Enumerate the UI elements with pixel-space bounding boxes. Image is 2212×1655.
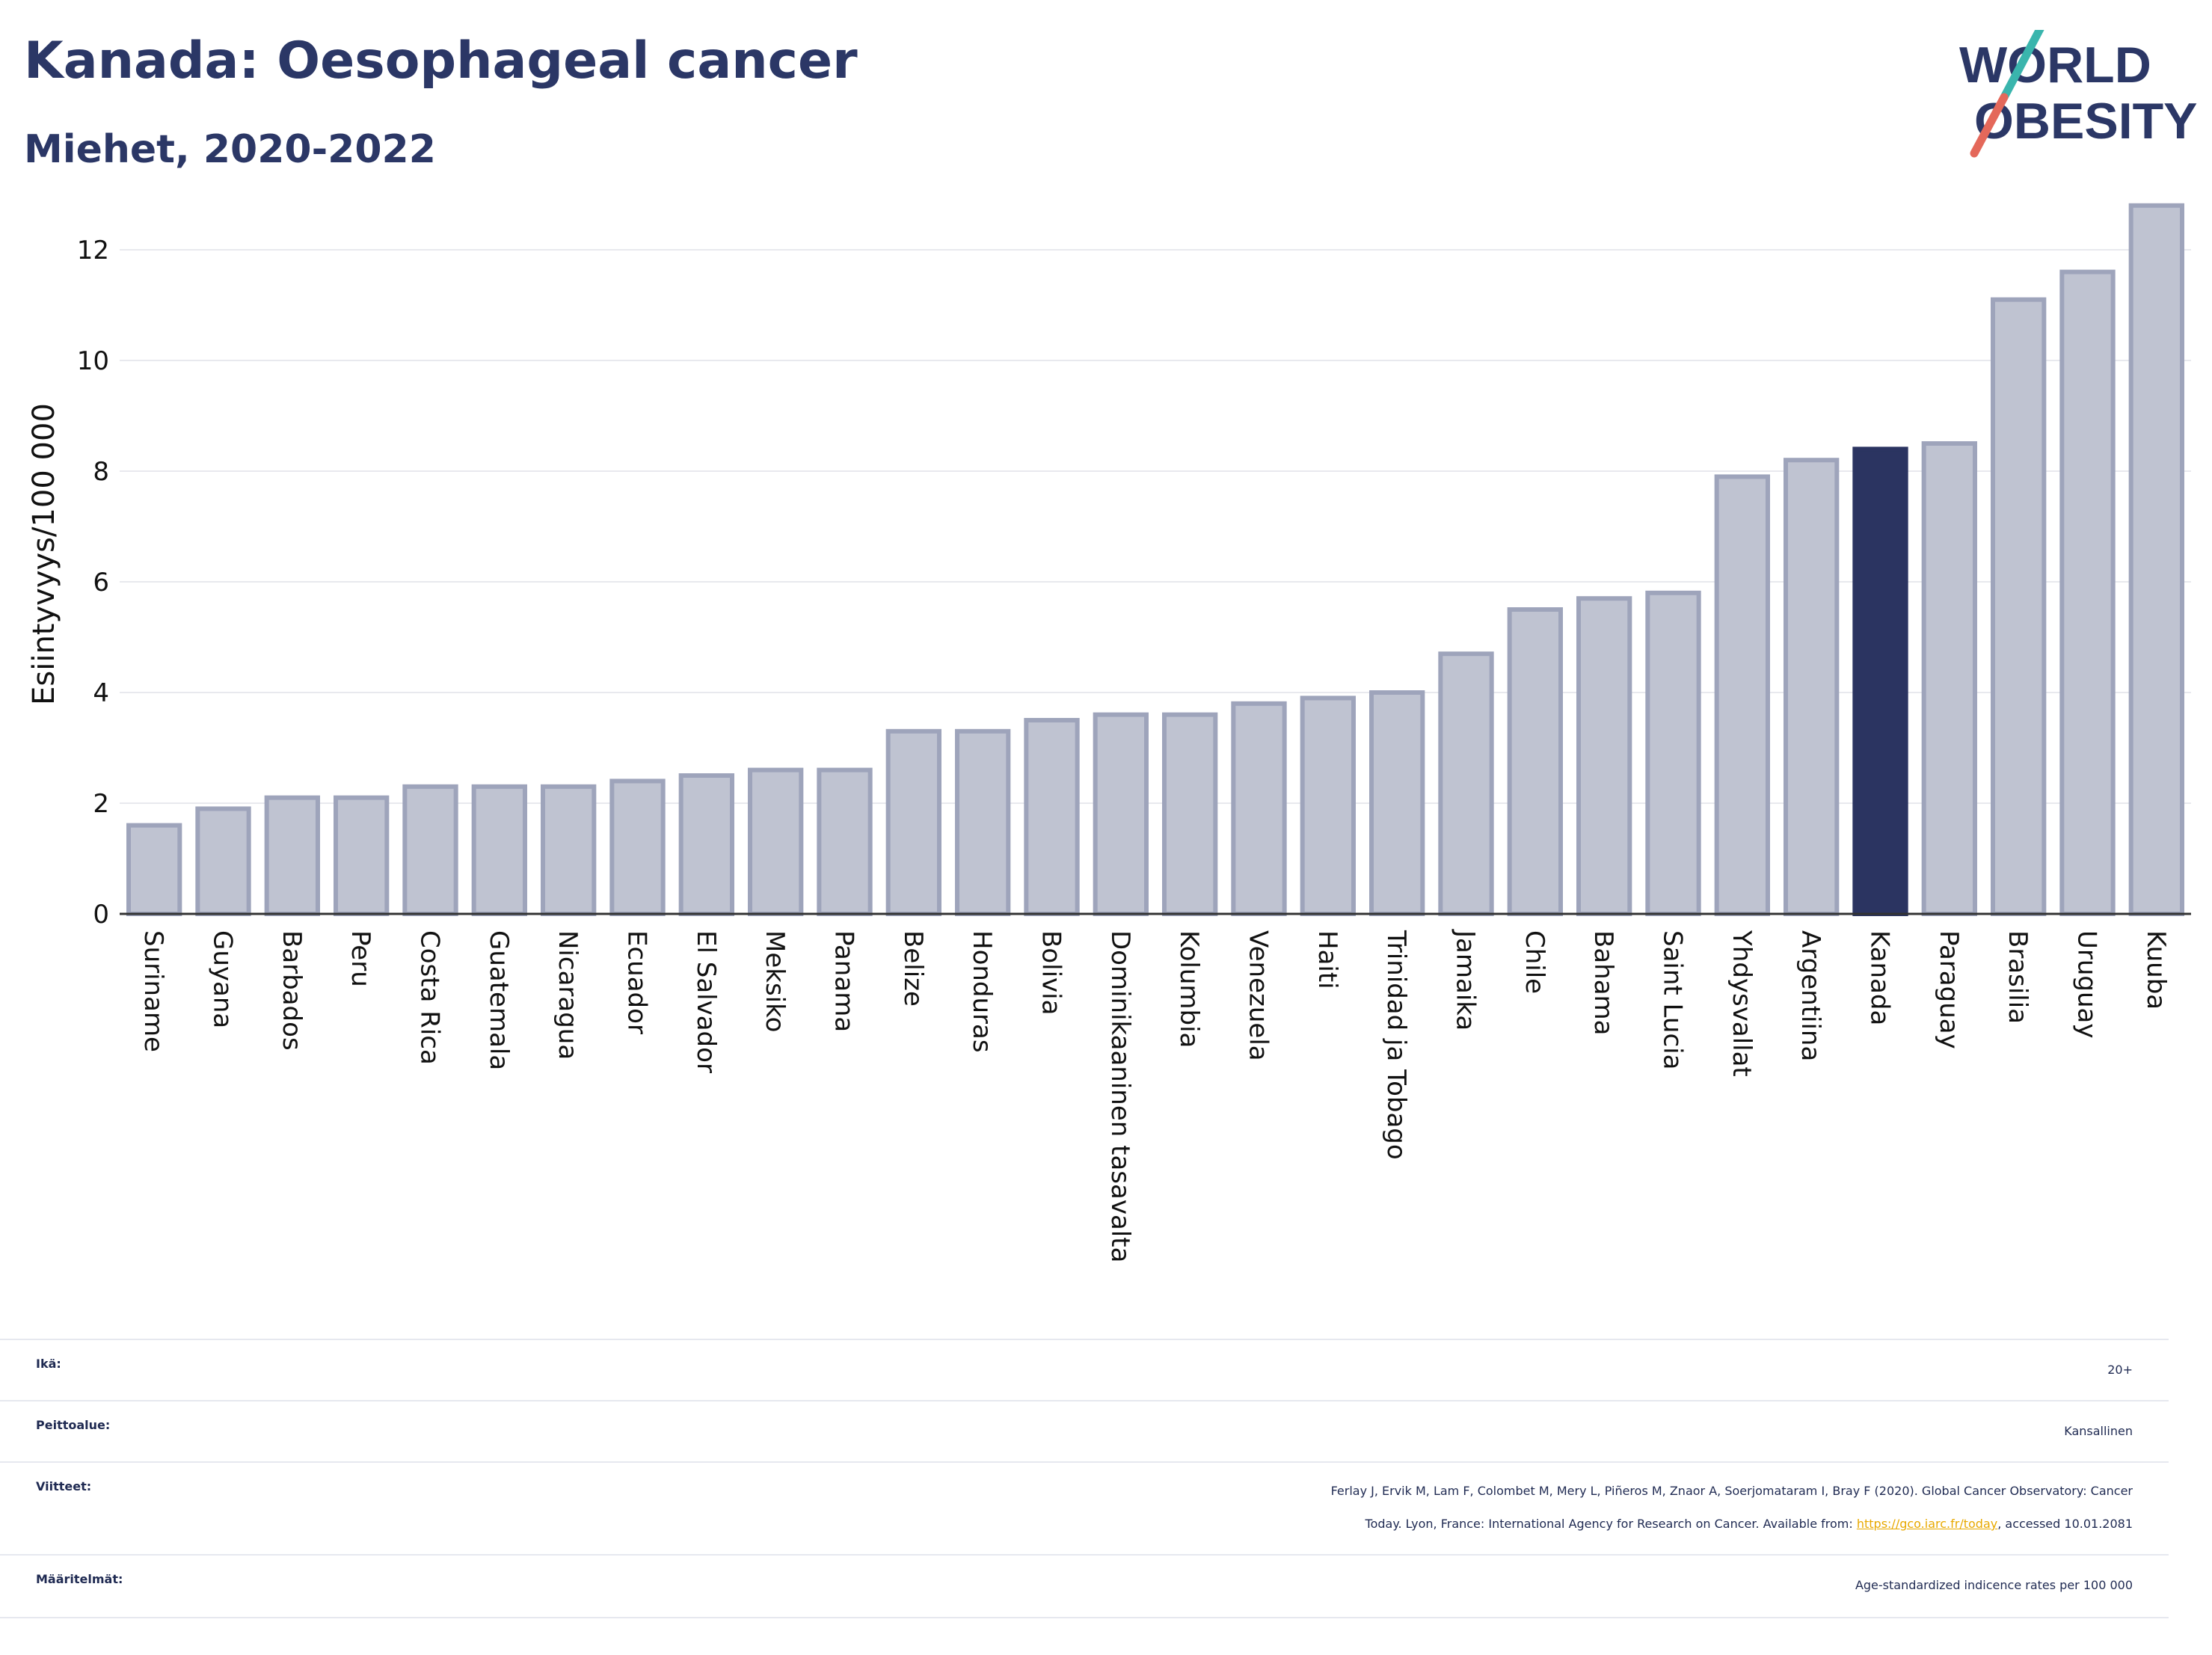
y-tick-label: 12	[77, 236, 109, 265]
y-tick-label: 8	[93, 457, 109, 487]
x-tick-label: Kuuba	[2141, 930, 2171, 1010]
bar	[678, 773, 734, 916]
world-obesity-logo: WORLD OBESITY	[1959, 30, 2198, 158]
bar	[885, 728, 941, 916]
bar	[1438, 651, 1494, 916]
bar	[2059, 269, 2116, 917]
x-tick-label: Nicaragua	[553, 930, 583, 1060]
bar	[1231, 701, 1287, 916]
bar	[748, 767, 804, 916]
y-tick-label: 10	[77, 346, 109, 376]
y-tick-label: 2	[93, 789, 109, 819]
y-axis-label: Esiintyvyys/100 000	[27, 403, 61, 705]
x-tick-label: Trinidad ja Tobago	[1381, 930, 1411, 1160]
x-tick-label: Yhdysvallat	[1727, 930, 1757, 1077]
x-tick-label: Kolumbia	[1174, 930, 1204, 1048]
age-value: 20+	[2107, 1363, 2133, 1377]
logo-line1: WORLD	[1959, 37, 2151, 93]
coverage-label: Peittoalue:	[36, 1418, 111, 1432]
info-row-definitions: Määritelmät: Age-standardized indicence …	[0, 1554, 2169, 1618]
bar	[609, 779, 666, 917]
bar	[1991, 297, 2047, 917]
bar	[1645, 590, 1701, 916]
logo-slash-red	[1970, 93, 2009, 158]
x-tick-label: Jamaika	[1451, 929, 1481, 1031]
references-accessed: , accessed 10.01.2081	[1997, 1517, 2133, 1531]
bar	[1024, 718, 1080, 916]
bar	[1507, 607, 1563, 916]
x-tick-label: Venezuela	[1244, 930, 1274, 1061]
references-value: Ferlay J, Ervik M, Lam F, Colombet M, Me…	[338, 1475, 2133, 1541]
bar	[126, 823, 182, 916]
x-tick-label: Barbados	[277, 930, 307, 1051]
x-tick-label: Meksiko	[760, 930, 790, 1032]
age-label: Ikä:	[36, 1357, 61, 1371]
x-tick-label: Panama	[829, 930, 859, 1032]
bar	[1093, 712, 1149, 916]
x-tick-label: Uruguay	[2072, 930, 2102, 1039]
info-row-age: Ikä: 20+	[0, 1339, 2169, 1400]
x-tick-label: Chile	[1520, 930, 1549, 994]
x-tick-label: Suriname	[138, 930, 168, 1052]
x-tick-label: Dominikaaninen tasavalta	[1105, 930, 1135, 1262]
y-tick-label: 4	[93, 678, 109, 708]
x-tick-label: Guyana	[208, 930, 238, 1028]
bar-chart: 0 2 4 6 8 10 12 Esiintyvyys/100 000 Suriname Guya…	[27, 203, 2191, 1262]
bar	[1162, 712, 1218, 916]
x-tick-label: Paraguay	[1934, 930, 1964, 1049]
x-tick-label: Haiti	[1312, 930, 1342, 989]
bar	[1852, 446, 1908, 916]
bar	[195, 806, 251, 917]
info-row-coverage: Peittoalue: Kansallinen	[0, 1400, 2169, 1463]
bar	[541, 784, 597, 917]
bar	[264, 795, 320, 916]
bar	[1300, 696, 1356, 917]
logo-slash-teal	[2000, 30, 2044, 102]
bar	[1369, 690, 1425, 916]
x-tick-label: Peru	[345, 930, 375, 987]
references-line1: Ferlay J, Ervik M, Lam F, Colombet M, Me…	[1330, 1484, 2133, 1498]
info-row-references: Viitteet: Ferlay J, Ervik M, Lam F, Colo…	[0, 1461, 2169, 1554]
page-title: Kanada: Oesophageal cancer	[24, 31, 858, 90]
bar	[2128, 203, 2184, 916]
bar	[1714, 474, 1770, 916]
references-label: Viitteet:	[36, 1479, 92, 1493]
definitions-value: Age-standardized indicence rates per 100…	[1855, 1578, 2133, 1592]
x-tick-label: Bolivia	[1036, 930, 1066, 1015]
x-tick-label: Brasilia	[2003, 930, 2033, 1024]
bar	[402, 784, 458, 917]
bar	[1784, 458, 1840, 916]
references-link[interactable]: https://gco.iarc.fr/today	[1856, 1517, 1998, 1531]
page-subtitle: Miehet, 2020-2022	[24, 127, 436, 172]
x-tick-label: Kanada	[1865, 930, 1895, 1025]
bar	[955, 728, 1011, 916]
x-tick-label: Argentiina	[1795, 930, 1825, 1061]
x-tick-label: Costa Rica	[415, 930, 445, 1065]
bar	[334, 795, 390, 916]
definitions-label: Määritelmät:	[36, 1572, 123, 1586]
x-tick-label: Honduras	[967, 930, 997, 1053]
x-tick-label: Guatemala	[484, 930, 514, 1070]
references-line2-text: Today. Lyon, France: International Agenc…	[1365, 1517, 1857, 1531]
y-tick-label: 0	[93, 900, 109, 930]
logo-line2: OBESITY	[1974, 93, 2198, 150]
references-line2: Today. Lyon, France: International Agenc…	[338, 1508, 2133, 1541]
x-tick-label: Ecuador	[622, 930, 652, 1034]
x-tick-label: Bahama	[1588, 930, 1618, 1036]
x-tick-label: Belize	[898, 930, 928, 1007]
coverage-value: Kansallinen	[2064, 1424, 2133, 1438]
x-tick-label: El Salvador	[691, 930, 721, 1073]
bar	[1921, 441, 1977, 916]
y-tick-label: 6	[93, 568, 109, 598]
x-tick-label: Saint Lucia	[1658, 930, 1688, 1069]
bar	[1576, 596, 1632, 916]
bar	[471, 784, 527, 917]
bar	[817, 767, 873, 916]
